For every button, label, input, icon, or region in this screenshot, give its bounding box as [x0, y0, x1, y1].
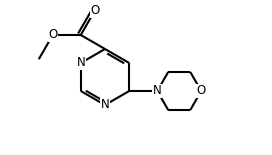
Text: N: N — [101, 98, 109, 111]
Text: N: N — [76, 57, 85, 69]
Text: O: O — [48, 29, 57, 42]
Text: O: O — [90, 4, 99, 17]
Text: N: N — [153, 84, 162, 97]
Text: O: O — [197, 84, 206, 97]
